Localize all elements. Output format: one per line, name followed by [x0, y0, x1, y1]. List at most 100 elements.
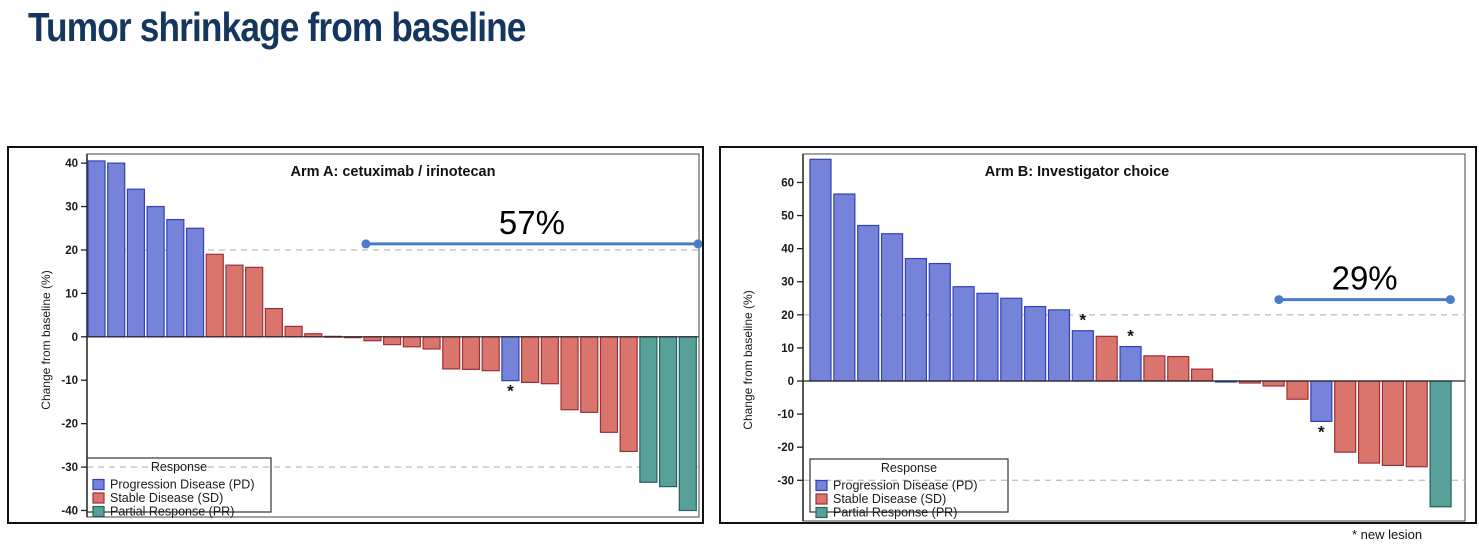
y-tick-label: 0	[72, 332, 78, 344]
chart-title: Arm A: cetuximab / irinotecan	[291, 164, 496, 180]
new-lesion-asterisk: *	[507, 382, 514, 401]
bar-sd	[442, 336, 461, 370]
span-endpoint-dot	[1445, 295, 1455, 305]
bar-sd	[245, 266, 264, 338]
legend-box	[809, 458, 1009, 513]
percent-label: 57%	[499, 204, 565, 241]
bar-sd	[619, 336, 638, 453]
bar-pd	[880, 233, 904, 382]
bar-pr	[658, 336, 678, 488]
y-tick-label: -20	[777, 442, 794, 454]
y-tick-label: -10	[777, 409, 794, 421]
bar-sd	[284, 325, 303, 338]
bar-sd	[225, 264, 244, 338]
legend-swatch-sd	[92, 492, 105, 504]
legend-swatch-pr	[92, 505, 105, 518]
legend-label-pr: Partial Response (PR)	[110, 505, 234, 519]
bar-sd	[1286, 380, 1309, 400]
bar-sd	[521, 336, 540, 383]
y-tick-label: -30	[777, 475, 794, 487]
bar-sd	[383, 336, 402, 346]
bar-sd	[264, 307, 283, 338]
bar-pd	[809, 158, 832, 382]
legend-swatch-pr	[815, 506, 828, 519]
y-tick-label: 10	[65, 288, 78, 300]
bar-sd	[599, 336, 619, 433]
legend-label-sd: Stable Disease (SD)	[833, 492, 946, 506]
y-axis-title: Change from baseline (%)	[741, 290, 755, 429]
bar-pd	[146, 205, 165, 338]
waterfall-chart-arm-b: 60 50 40 30 20 10 0 -10 -20 -30 Change from baseli…	[741, 153, 1466, 522]
bar-pr	[639, 336, 658, 483]
bar-pd	[126, 188, 146, 338]
y-tick-label: 30	[65, 202, 78, 214]
bar-sd	[402, 336, 421, 348]
bar-sd	[580, 336, 599, 413]
new-lesion-asterisk: *	[1318, 422, 1325, 441]
bar-pd	[952, 286, 975, 382]
waterfall-chart-arm-a: 40 30 20 10 0 -10 -20 -30 -40 Change from baselin…	[39, 153, 702, 519]
bar-sd	[1381, 380, 1405, 467]
bar-pd	[833, 193, 856, 382]
y-axis-title: Change from baseline (%)	[39, 270, 53, 409]
bar-sd	[1167, 355, 1190, 382]
bar-pr	[678, 336, 697, 512]
bar-sd	[1405, 380, 1428, 468]
legend-label-pr: Partial Response (PR)	[833, 506, 957, 520]
y-tick-label: 40	[781, 244, 794, 256]
span-endpoint-dot	[361, 239, 371, 249]
bar-pd	[976, 292, 999, 382]
bar-sd	[1262, 380, 1285, 387]
bar-pr	[1429, 380, 1452, 508]
span-endpoint-dot	[1274, 295, 1284, 305]
bar-sd	[205, 253, 224, 338]
span-endpoint-dot	[693, 239, 702, 249]
bar-pd	[1119, 346, 1142, 382]
bar-pd	[928, 262, 951, 382]
y-tick-label: -20	[61, 419, 78, 431]
legend-title: Response	[881, 461, 937, 475]
bar-pd	[1071, 330, 1094, 382]
legend-label-pd: Progression Disease (PD)	[833, 479, 978, 493]
y-tick-label: 60	[781, 177, 794, 189]
bar-sd	[1095, 335, 1118, 382]
new-lesion-asterisk: *	[1127, 327, 1134, 346]
bar-sd	[481, 336, 500, 372]
legend-label-pd: Progression Disease (PD)	[110, 478, 255, 492]
y-tick-label: -30	[61, 462, 78, 474]
bar-pd	[107, 162, 126, 338]
legend-box	[86, 457, 272, 513]
bar-pd	[501, 336, 520, 382]
new-lesion-asterisk: *	[1080, 311, 1087, 330]
bar-pd	[857, 224, 880, 382]
bar-pd	[1024, 305, 1047, 382]
y-tick-label: 20	[65, 245, 78, 257]
chart-panel-arm-a: 40 30 20 10 0 -10 -20 -30 -40 Change from baselin…	[7, 146, 704, 524]
y-tick-label: 20	[781, 310, 794, 322]
bar-sd	[1334, 380, 1357, 453]
bar-pd	[185, 227, 205, 338]
y-tick-label: 0	[788, 376, 794, 388]
chart-panel-arm-b: 60 50 40 30 20 10 0 -10 -20 -30 Change from baseli…	[719, 146, 1477, 524]
y-tick-label: 30	[781, 277, 794, 289]
bar-sd	[560, 336, 579, 411]
y-tick-label: 40	[65, 158, 78, 170]
bar-pd	[1310, 380, 1333, 422]
legend-label-sd: Stable Disease (SD)	[110, 491, 223, 505]
bar-pd	[904, 257, 927, 382]
legend-swatch-pd	[92, 478, 105, 491]
bar-sd	[1357, 380, 1381, 464]
y-tick-label: 50	[781, 211, 794, 223]
bar-sd	[461, 336, 481, 370]
percent-label: 29%	[1332, 260, 1398, 297]
new-lesion-footnote: * new lesion	[1352, 527, 1423, 542]
bar-pd	[166, 218, 185, 338]
chart-title: Arm B: Investigator choice	[985, 164, 1170, 180]
bar-sd	[1143, 355, 1166, 382]
bar-sd	[1191, 368, 1214, 382]
bar-sd	[540, 336, 559, 385]
bar-pd	[1047, 309, 1071, 382]
bar-pd	[1000, 297, 1023, 382]
y-tick-label: -10	[61, 375, 78, 387]
